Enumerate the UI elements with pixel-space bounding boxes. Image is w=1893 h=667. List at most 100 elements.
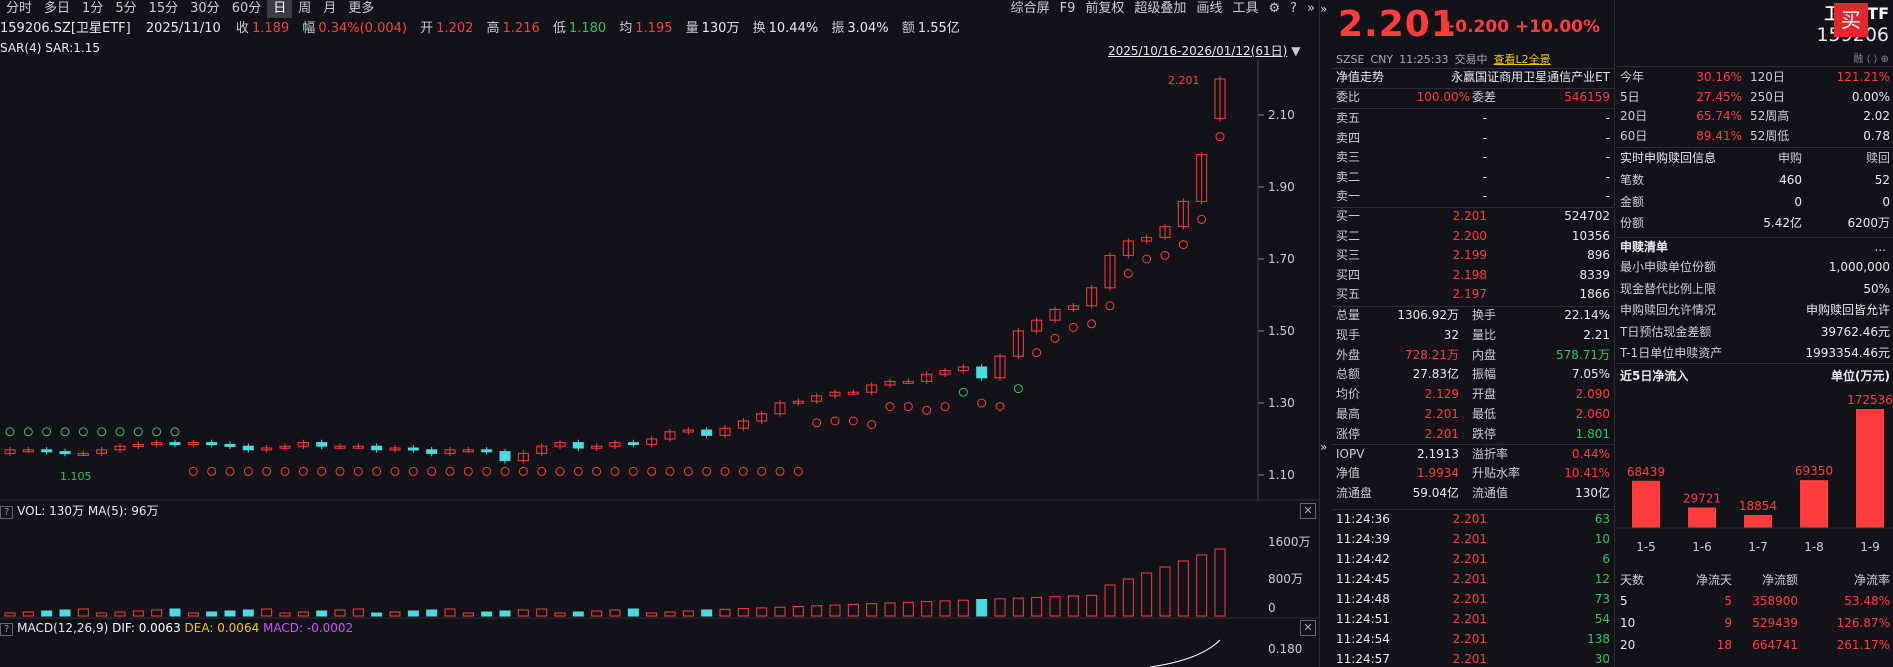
- panel-controls[interactable]: 融 ⟨ ⟩ ⊕: [1853, 54, 1889, 65]
- candle: [719, 427, 731, 436]
- book-row[interactable]: 卖一 - -: [1336, 187, 1612, 206]
- help-icon[interactable]: ?: [1290, 1, 1298, 16]
- buy-button[interactable]: 买: [1834, 3, 1868, 37]
- period-tab[interactable]: 更多: [348, 1, 375, 16]
- sar-dot: [97, 427, 107, 437]
- volume-bar: [939, 600, 951, 617]
- perf-label: 52周低: [1750, 128, 1790, 143]
- detail-label: 现手: [1336, 327, 1361, 342]
- book-row[interactable]: 卖四 - -: [1336, 129, 1612, 148]
- period-tab[interactable]: 月: [323, 1, 337, 16]
- volume-bar: [774, 606, 786, 617]
- period-tab[interactable]: 5分: [115, 1, 137, 16]
- tick-price: 2.201: [1452, 592, 1487, 606]
- period-tab[interactable]: 60分: [231, 1, 262, 16]
- sar-dot: [262, 466, 272, 476]
- candle: [1049, 308, 1061, 321]
- volume-bar: [1086, 594, 1098, 617]
- sar-dot: [775, 466, 785, 476]
- avg-value: 1.195: [635, 21, 673, 36]
- book-row[interactable]: 卖二 - -: [1336, 168, 1612, 187]
- period-tab[interactable]: 分时: [6, 1, 33, 16]
- period-tab[interactable]: 30分: [190, 1, 220, 16]
- candle: [224, 443, 236, 447]
- amt-label: 额: [901, 21, 915, 36]
- tick-volume: 10: [1594, 532, 1610, 546]
- detail-value: 2.201: [1424, 426, 1459, 441]
- close-value: 1.189: [251, 21, 290, 36]
- toolbar-action[interactable]: 前复权: [1085, 1, 1125, 16]
- detail-value: 32: [1443, 327, 1459, 342]
- vol-value: 130万: [701, 21, 740, 36]
- flow-value: 18854: [1739, 499, 1777, 513]
- toolbar-action[interactable]: 工具: [1232, 1, 1259, 16]
- gear-icon[interactable]: ⚙: [1268, 1, 1281, 16]
- high-label: 高: [486, 21, 500, 36]
- volume-bar: [1159, 566, 1171, 617]
- period-tab[interactable]: 1分: [82, 1, 104, 16]
- sar-dot: [683, 466, 693, 476]
- dropdown-icon[interactable]: ▼: [1291, 44, 1301, 58]
- close-macd-icon[interactable]: ✕: [1300, 620, 1316, 636]
- sar-dot: [335, 466, 345, 476]
- volume-bar: [334, 609, 346, 617]
- flow-bar: [1688, 507, 1716, 528]
- volume-bar: [1031, 596, 1043, 617]
- sar-dot: [60, 427, 70, 437]
- list-label: T日预估现金差额: [1620, 324, 1712, 339]
- book-row[interactable]: 买三 2.199 896: [1336, 246, 1612, 265]
- period-tab[interactable]: 15分: [148, 1, 179, 16]
- book-row[interactable]: 卖五 - -: [1336, 109, 1612, 128]
- period-tab[interactable]: 日: [267, 0, 293, 18]
- perf-label: 52周高: [1750, 109, 1790, 123]
- book-level: 买四: [1336, 267, 1361, 282]
- toolbar-action[interactable]: F9: [1059, 1, 1076, 16]
- help-icon[interactable]: ?: [0, 623, 14, 636]
- macd-axis-label: 0.180: [1268, 642, 1302, 656]
- collapse-rail[interactable]: » »: [1320, 0, 1332, 667]
- tick-time: 11:24:45: [1336, 572, 1390, 586]
- book-row[interactable]: 卖三 - -: [1336, 148, 1612, 167]
- help-icon[interactable]: ?: [0, 506, 14, 519]
- book-volume: -: [1605, 189, 1610, 204]
- book-row[interactable]: 买二 2.200 10356: [1336, 227, 1612, 246]
- book-row[interactable]: 买四 2.198 8339: [1336, 266, 1612, 285]
- toolbar-action[interactable]: 画线: [1196, 1, 1223, 16]
- sar-dot: [720, 466, 730, 476]
- period-toolbar: 分时 多日 1分 5分 15分 30分 60分日周月更多: [0, 0, 1320, 18]
- book-row[interactable]: 买五 2.197 1866: [1336, 285, 1612, 304]
- order-ratio-row: 委比 100.00% 委差 546159: [1336, 88, 1612, 107]
- candle: [169, 442, 181, 446]
- list-label: T-1日单位申赎资产: [1620, 346, 1723, 360]
- toolbar-action[interactable]: 超级叠加: [1134, 1, 1187, 16]
- double-chevron-icon[interactable]: »: [1320, 2, 1328, 16]
- period-tab[interactable]: 多日: [44, 1, 71, 16]
- toolbar-action[interactable]: 综合屏: [1010, 1, 1050, 16]
- candle: [1122, 240, 1134, 256]
- candle: [279, 445, 291, 449]
- volume-bar: [1012, 597, 1024, 617]
- more-icon[interactable]: ...: [1874, 240, 1886, 254]
- sar-dot: [500, 466, 510, 476]
- detail-label: 外盘: [1336, 347, 1361, 362]
- book-row[interactable]: 买一 2.201 524702: [1336, 207, 1612, 226]
- candle: [627, 442, 639, 446]
- candlestick-chart[interactable]: 2.10 1.90 1.70 1.50 1.30 1.10 2.201 1.105 1600万 8…: [0, 0, 1320, 667]
- price-axis-label: 1.70: [1268, 252, 1295, 266]
- sar-dot: [408, 466, 418, 476]
- period-tab[interactable]: 周: [298, 1, 312, 16]
- list-value: 50%: [1863, 281, 1890, 296]
- sar-dot: [23, 427, 33, 437]
- collapse-arrow-icon[interactable]: »: [1320, 440, 1328, 454]
- turn-value: 10.44%: [768, 21, 819, 36]
- l2-link[interactable]: 查看L2全景: [1493, 53, 1551, 66]
- net-inflow-chart: 68439 1-5 29721 1-6 18854 1-7 69350 1-8 172536 1-…: [1616, 393, 1893, 554]
- list-row: 现金替代比例上限 50%: [1620, 280, 1890, 299]
- close-volume-icon[interactable]: ✕: [1300, 503, 1316, 519]
- chevron-icon[interactable]: »: [1307, 1, 1315, 16]
- nav-row[interactable]: 净值走势 永赢国证商用卫星通信产业ET: [1336, 68, 1612, 87]
- book-level: 卖二: [1336, 169, 1361, 184]
- detail-label: 量比: [1472, 327, 1497, 342]
- date-range-selector[interactable]: 2025/10/16-2026/01/12(61日) ▼: [1108, 42, 1301, 59]
